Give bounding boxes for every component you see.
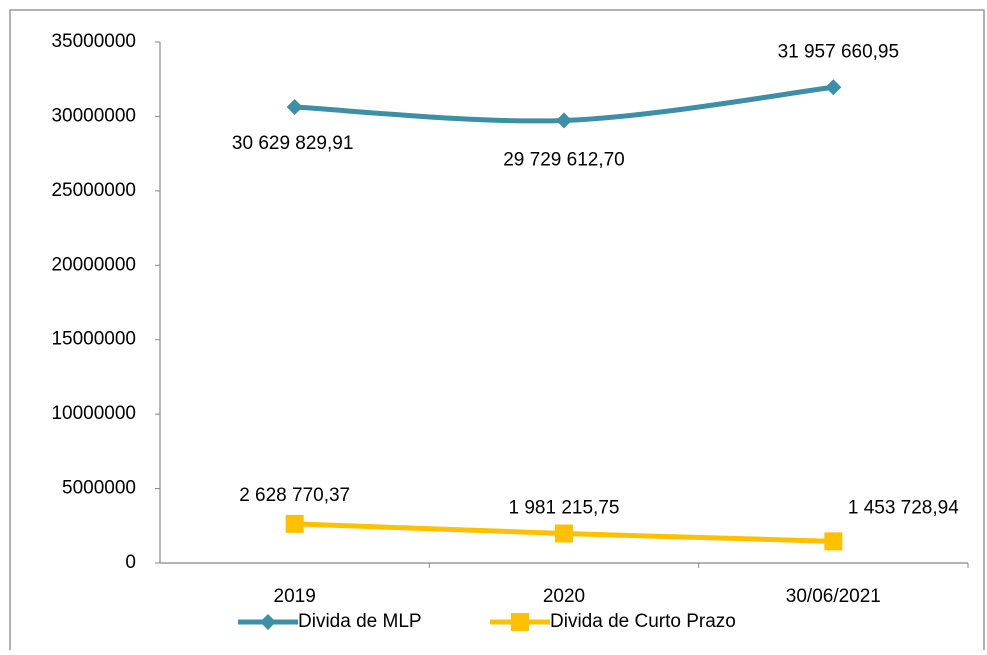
legend-label: Divida de MLP — [298, 611, 422, 632]
data-label: 29 729 612,70 — [503, 149, 625, 170]
x-tick-label: 2019 — [274, 586, 316, 607]
data-label: 30 629 829,91 — [232, 133, 354, 154]
x-tick-label: 30/06/2021 — [786, 586, 881, 607]
y-tick-label: 25000000 — [51, 180, 136, 201]
point-marker — [286, 99, 303, 116]
y-tick-label: 15000000 — [51, 329, 136, 350]
data-label: 2 628 770,37 — [239, 485, 350, 506]
y-tick-label: 20000000 — [51, 254, 136, 275]
chart-frame — [9, 9, 985, 655]
point-marker — [285, 514, 304, 533]
data-label: 1 453 728,94 — [848, 497, 959, 518]
point-marker — [556, 112, 572, 129]
legend-label: Divida de Curto Prazo — [550, 611, 736, 632]
point-marker — [825, 79, 842, 96]
data-label: 31 957 660,95 — [778, 41, 900, 62]
legend-marker — [260, 614, 276, 630]
y-tick-label: 35000000 — [51, 31, 136, 52]
y-tick-label: 0 — [125, 552, 136, 573]
y-tick-label: 5000000 — [62, 478, 136, 499]
y-tick-label: 30000000 — [51, 105, 136, 126]
x-tick-label: 2020 — [543, 586, 585, 607]
point-marker — [555, 524, 573, 543]
legend-marker — [511, 613, 529, 631]
point-marker — [824, 532, 843, 551]
data-label: 1 981 215,75 — [509, 498, 620, 519]
y-tick-label: 10000000 — [51, 403, 136, 424]
